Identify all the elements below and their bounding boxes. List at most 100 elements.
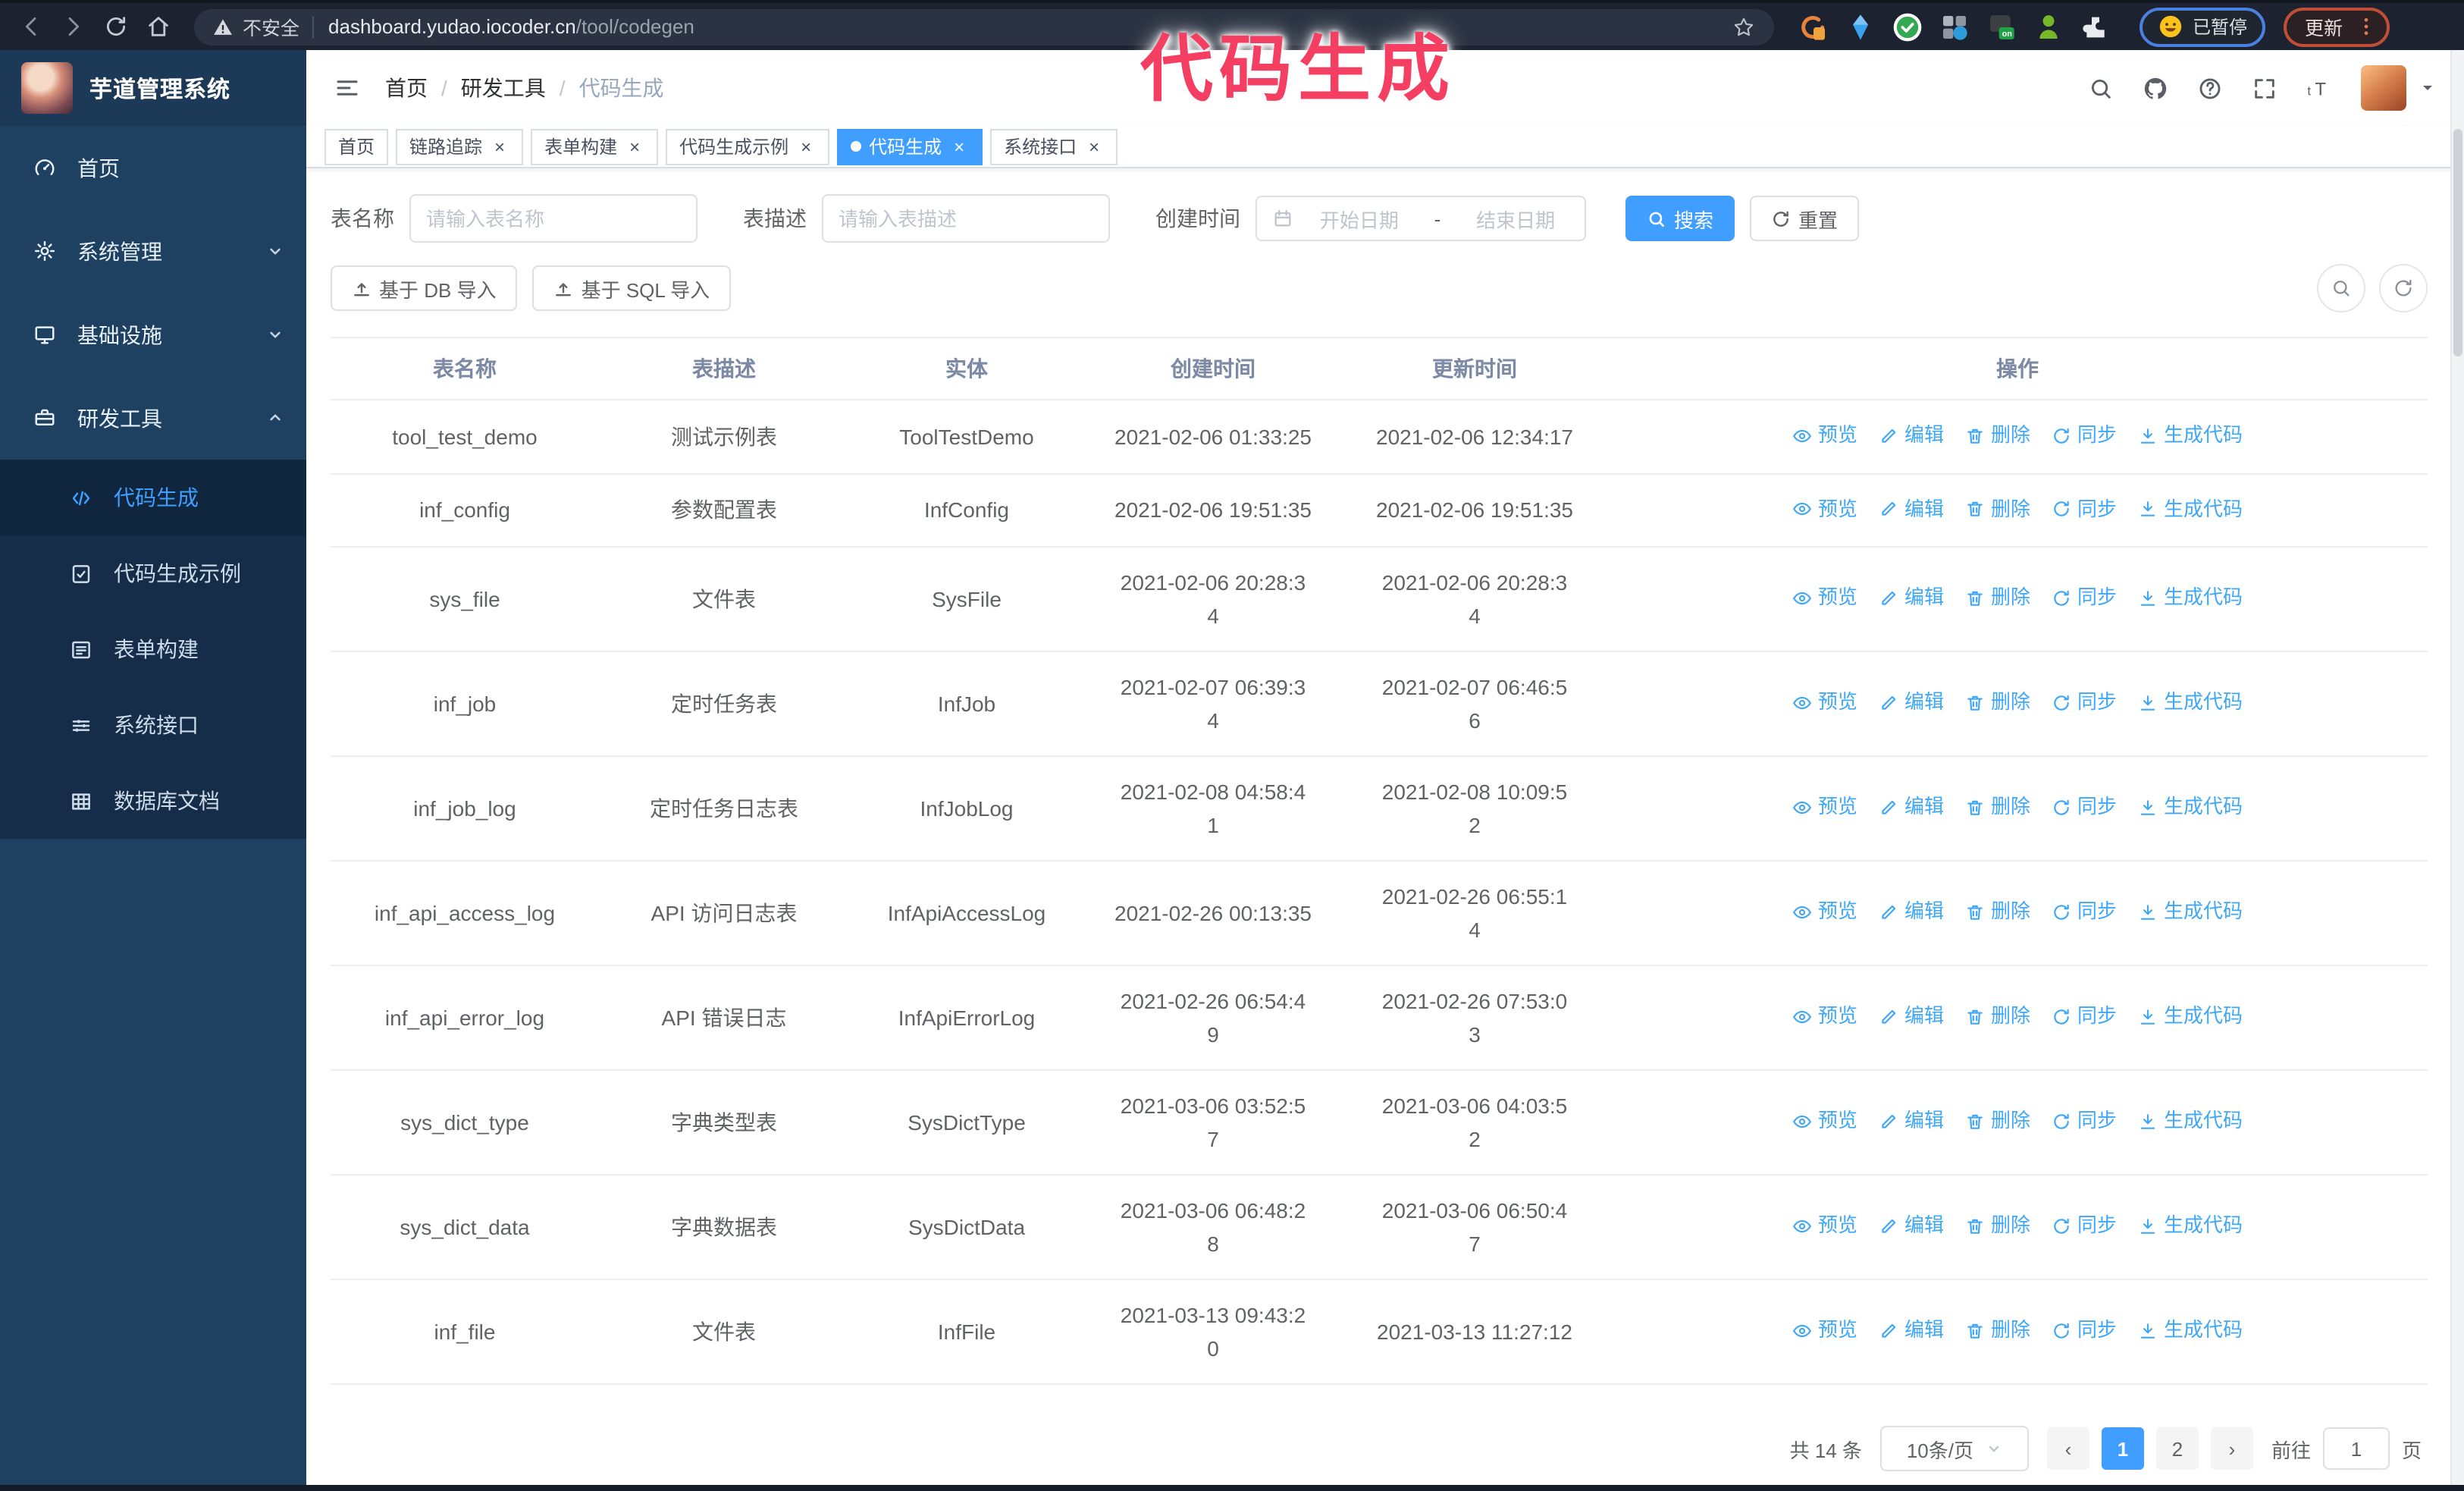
action-预览[interactable]: 预览 <box>1792 419 1857 452</box>
fullscreen-icon[interactable] <box>2252 75 2277 101</box>
end-date-placeholder[interactable]: 结束日期 <box>1476 209 1556 231</box>
action-生成代码[interactable]: 生成代码 <box>2138 492 2243 526</box>
grid-extension-icon[interactable] <box>1939 11 1970 42</box>
action-同步[interactable]: 同步 <box>2052 791 2117 824</box>
breadcrumb-item[interactable]: 首页 <box>385 76 428 100</box>
security-label[interactable]: 不安全 <box>243 18 300 39</box>
scrollbar-thumb[interactable] <box>2453 129 2462 356</box>
sidebar-subitem-表单构建[interactable]: 表单构建 <box>0 611 306 687</box>
page-button-2[interactable]: 2 <box>2155 1427 2199 1470</box>
action-删除[interactable]: 删除 <box>1965 686 2030 720</box>
tab-链路追踪[interactable]: 链路追踪 × <box>396 128 524 165</box>
action-编辑[interactable]: 编辑 <box>1879 1210 1944 1243</box>
browser-profile-chip[interactable]: 已暂停 <box>2140 7 2266 46</box>
page-button-1[interactable]: 1 <box>2101 1427 2144 1470</box>
tab-close-icon[interactable]: × <box>954 136 965 157</box>
toggle-search-button[interactable] <box>2317 264 2365 312</box>
table-desc-input[interactable] <box>822 194 1110 243</box>
action-生成代码[interactable]: 生成代码 <box>2138 686 2243 720</box>
action-预览[interactable]: 预览 <box>1792 686 1857 720</box>
reload-icon[interactable] <box>103 14 129 39</box>
bookmark-star-icon[interactable] <box>1732 14 1756 39</box>
tab-首页[interactable]: 首页 <box>324 128 389 165</box>
page-size-select[interactable]: 10条/页 <box>1879 1426 2029 1471</box>
bot-extension-icon[interactable] <box>2033 11 2064 42</box>
browser-menu-icon[interactable] <box>2355 15 2378 38</box>
action-预览[interactable]: 预览 <box>1792 791 1857 824</box>
puzzle-extension-icon[interactable] <box>2080 11 2111 42</box>
reset-button[interactable]: 重置 <box>1750 196 1860 241</box>
import-db-button[interactable]: 基于 DB 导入 <box>331 265 518 311</box>
tab-close-icon[interactable]: × <box>629 136 641 157</box>
action-删除[interactable]: 删除 <box>1965 419 2030 452</box>
action-生成代码[interactable]: 生成代码 <box>2138 419 2243 452</box>
action-同步[interactable]: 同步 <box>2052 492 2117 526</box>
action-删除[interactable]: 删除 <box>1965 582 2030 615</box>
sidebar-item-系统管理[interactable]: 系统管理 <box>0 209 306 293</box>
sidebar-toggle-icon[interactable] <box>334 74 361 102</box>
action-同步[interactable]: 同步 <box>2052 419 2117 452</box>
forward-icon[interactable] <box>61 14 86 39</box>
home-icon[interactable] <box>146 14 171 39</box>
url-path[interactable]: /tool/codegen <box>575 15 694 38</box>
sidebar-subitem-代码生成示例[interactable]: 代码生成示例 <box>0 535 306 611</box>
tab-close-icon[interactable]: × <box>494 136 506 157</box>
search-icon[interactable] <box>2088 75 2114 101</box>
action-删除[interactable]: 删除 <box>1965 896 2030 929</box>
action-编辑[interactable]: 编辑 <box>1879 896 1944 929</box>
table-name-input[interactable] <box>409 194 698 243</box>
action-编辑[interactable]: 编辑 <box>1879 686 1944 720</box>
action-预览[interactable]: 预览 <box>1792 1314 1857 1348</box>
action-编辑[interactable]: 编辑 <box>1879 492 1944 526</box>
update-label[interactable]: 更新 <box>2305 18 2343 39</box>
refresh-table-button[interactable] <box>2379 264 2428 312</box>
action-删除[interactable]: 删除 <box>1965 1210 2030 1243</box>
action-同步[interactable]: 同步 <box>2052 1000 2117 1034</box>
sidebar-item-首页[interactable]: 首页 <box>0 126 306 209</box>
back-icon[interactable] <box>18 14 44 39</box>
search-button[interactable]: 搜索 <box>1625 196 1735 241</box>
action-删除[interactable]: 删除 <box>1965 492 2030 526</box>
action-生成代码[interactable]: 生成代码 <box>2138 1000 2243 1034</box>
action-同步[interactable]: 同步 <box>2052 896 2117 929</box>
action-预览[interactable]: 预览 <box>1792 1000 1857 1034</box>
breadcrumb-item[interactable]: 研发工具 <box>460 76 546 100</box>
github-icon[interactable] <box>2143 75 2168 101</box>
action-删除[interactable]: 删除 <box>1965 1105 2030 1138</box>
prev-page-button[interactable]: ‹ <box>2046 1427 2089 1470</box>
action-编辑[interactable]: 编辑 <box>1879 419 1944 452</box>
action-编辑[interactable]: 编辑 <box>1879 1105 1944 1138</box>
sidebar-item-基础设施[interactable]: 基础设施 <box>0 293 306 376</box>
browser-update-chip[interactable]: 更新 <box>2284 7 2390 46</box>
action-生成代码[interactable]: 生成代码 <box>2138 582 2243 615</box>
start-date-placeholder[interactable]: 开始日期 <box>1319 209 1399 231</box>
action-生成代码[interactable]: 生成代码 <box>2138 896 2243 929</box>
page-scrollbar[interactable] <box>2450 50 2464 1485</box>
action-编辑[interactable]: 编辑 <box>1879 791 1944 824</box>
action-生成代码[interactable]: 生成代码 <box>2138 1314 2243 1348</box>
action-编辑[interactable]: 编辑 <box>1879 1314 1944 1348</box>
sidebar-subitem-系统接口[interactable]: 系统接口 <box>0 687 306 763</box>
action-生成代码[interactable]: 生成代码 <box>2138 1105 2243 1138</box>
avatar-caret-down-icon[interactable] <box>2419 79 2437 97</box>
action-同步[interactable]: 同步 <box>2052 686 2117 720</box>
user-avatar[interactable] <box>2361 65 2406 111</box>
tab-系统接口[interactable]: 系统接口 × <box>990 128 1118 165</box>
action-预览[interactable]: 预览 <box>1792 582 1857 615</box>
action-删除[interactable]: 删除 <box>1965 1314 2030 1348</box>
import-sql-button[interactable]: 基于 SQL 导入 <box>532 265 732 311</box>
next-page-button[interactable]: › <box>2210 1427 2253 1470</box>
action-生成代码[interactable]: 生成代码 <box>2138 1210 2243 1243</box>
on-badge-extension-icon[interactable]: on <box>1986 11 2017 42</box>
sidebar-subitem-数据库文档[interactable]: 数据库文档 <box>0 763 306 839</box>
tab-close-icon[interactable]: × <box>1089 136 1100 157</box>
action-删除[interactable]: 删除 <box>1965 791 2030 824</box>
shield-check-extension-icon[interactable] <box>1892 11 1923 42</box>
sidebar-subitem-代码生成[interactable]: 代码生成 <box>0 460 306 535</box>
action-预览[interactable]: 预览 <box>1792 1105 1857 1138</box>
action-同步[interactable]: 同步 <box>2052 582 2117 615</box>
action-预览[interactable]: 预览 <box>1792 896 1857 929</box>
action-同步[interactable]: 同步 <box>2052 1210 2117 1243</box>
goto-page-input[interactable] <box>2322 1427 2390 1470</box>
